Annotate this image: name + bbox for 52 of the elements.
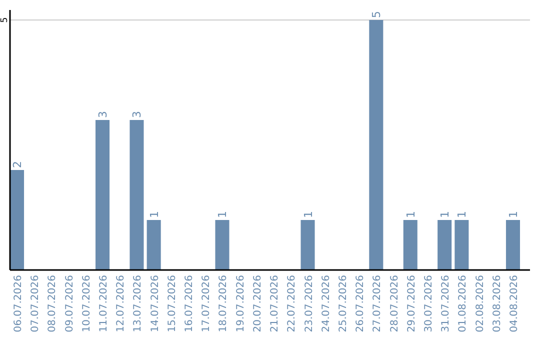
data-label: 1 — [302, 211, 315, 218]
x-tick-label: 29.07.2026 — [406, 275, 418, 332]
x-tick-label: 04.08.2026 — [508, 275, 520, 332]
x-tick-label: 19.07.2026 — [235, 275, 246, 332]
bar — [96, 120, 110, 270]
bar — [146, 220, 161, 270]
x-tick-label: 11.07.2026 — [98, 275, 110, 332]
bar — [215, 220, 230, 270]
x-tick-label: 12.07.2026 — [116, 275, 127, 332]
bar — [403, 220, 418, 270]
bar — [506, 220, 520, 270]
x-tick-label: 24.07.2026 — [320, 275, 332, 332]
data-label: 3 — [96, 111, 110, 118]
x-tick-label: 01.08.2026 — [458, 275, 469, 332]
x-tick-label: 26.07.2026 — [355, 275, 366, 332]
x-tick-label: 22.07.2026 — [286, 275, 298, 332]
data-label: 5 — [370, 11, 384, 18]
x-tick-label: 07.07.2026 — [30, 275, 42, 332]
data-label: 1 — [148, 211, 161, 218]
data-label: 3 — [130, 111, 144, 118]
x-tick-label: 17.07.2026 — [201, 275, 212, 332]
bar — [438, 220, 452, 270]
x-tick-label: 03.08.2026 — [492, 275, 503, 332]
data-label: 1 — [404, 211, 418, 218]
data-label: 1 — [438, 211, 452, 218]
data-label: 1 — [456, 211, 469, 218]
x-tick-label: 31.07.2026 — [440, 275, 452, 332]
x-tick-label: 27.07.2026 — [372, 275, 384, 332]
x-tick-label: 21.07.2026 — [270, 275, 281, 332]
x-tick-label: 25.07.2026 — [338, 275, 349, 332]
data-label: 1 — [506, 211, 520, 218]
bar — [130, 120, 144, 270]
x-tick-label: 08.07.2026 — [47, 275, 58, 332]
x-tick-label: 20.07.2026 — [252, 275, 264, 332]
x-tick-label: 16.07.2026 — [184, 275, 196, 332]
x-tick-label: 18.07.2026 — [218, 275, 230, 332]
x-tick-label: 10.07.2026 — [81, 275, 92, 332]
x-tick-label: 14.07.2026 — [150, 275, 161, 332]
x-tick-label: 30.07.2026 — [423, 275, 434, 332]
x-tick-label: 23.07.2026 — [304, 275, 315, 332]
x-tick-label: 06.07.2026 — [13, 275, 24, 332]
x-tick-label: 28.07.2026 — [389, 275, 400, 332]
data-label: 2 — [11, 161, 24, 168]
x-tick-label: 02.08.2026 — [474, 275, 486, 332]
bar — [10, 170, 24, 270]
data-label: 1 — [216, 211, 230, 218]
x-tick-label: 15.07.2026 — [166, 275, 178, 332]
bar — [454, 220, 469, 270]
x-tick-label: 13.07.2026 — [132, 275, 144, 332]
bar — [369, 20, 384, 270]
x-tick-label: 09.07.2026 — [64, 275, 76, 332]
bar — [300, 220, 315, 270]
